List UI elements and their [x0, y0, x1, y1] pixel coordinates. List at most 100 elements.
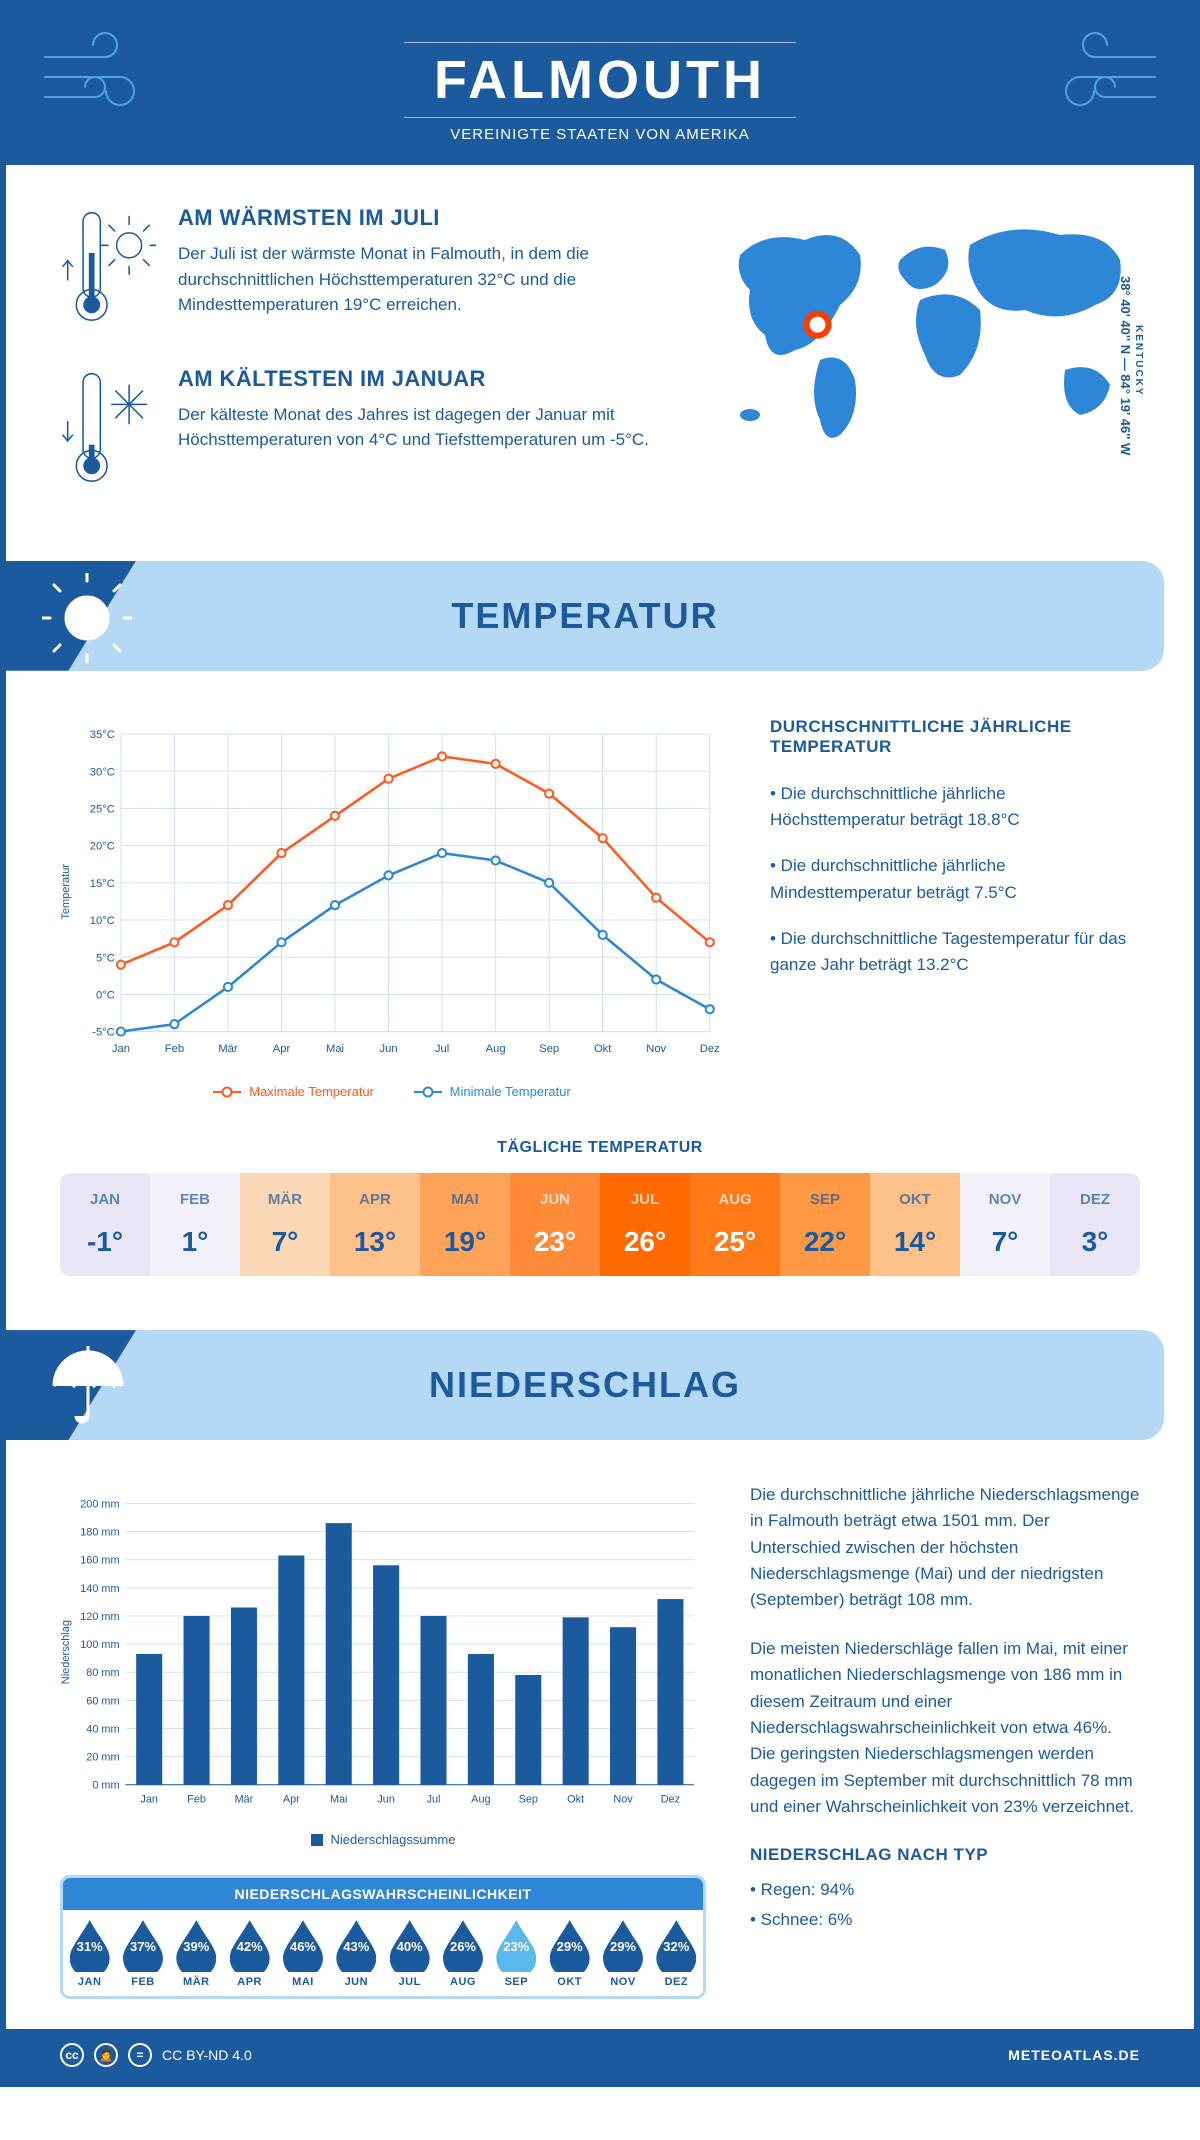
svg-text:Nov: Nov	[613, 1794, 633, 1806]
svg-text:10°C: 10°C	[90, 915, 115, 927]
daily-temp-cell: MAI19°	[420, 1173, 510, 1276]
svg-text:Aug: Aug	[486, 1043, 506, 1055]
prob-title: NIEDERSCHLAGSWAHRSCHEINLICHKEIT	[63, 1878, 703, 1910]
prob-cell: 43%JUN	[330, 1910, 383, 1996]
svg-text:140 mm: 140 mm	[80, 1583, 119, 1595]
svg-text:Jul: Jul	[435, 1043, 449, 1055]
daily-temp-cell: SEP22°	[780, 1173, 870, 1276]
daily-temp-cell: JAN-1°	[60, 1173, 150, 1276]
prob-cell: 46%MAI	[276, 1910, 329, 1996]
thermometer-cold-icon	[60, 366, 156, 491]
svg-text:Mai: Mai	[330, 1794, 348, 1806]
svg-text:Feb: Feb	[165, 1043, 184, 1055]
temperature-legend: Maximale Temperatur Minimale Temperatur	[60, 1081, 724, 1100]
svg-text:Mär: Mär	[218, 1043, 238, 1055]
page-title: FALMOUTH	[404, 42, 796, 118]
svg-text:120 mm: 120 mm	[80, 1611, 119, 1623]
coldest-block: AM KÄLTESTEN IM JANUAR Der kälteste Mona…	[60, 366, 682, 491]
svg-text:Mai: Mai	[326, 1043, 344, 1055]
precip-legend-label: Niederschlagssumme	[331, 1832, 456, 1847]
umbrella-icon	[42, 1342, 132, 1432]
prob-cell: 39%MÄR	[170, 1910, 223, 1996]
cc-icon: cc	[60, 2043, 84, 2067]
precip-para-2: Die meisten Niederschläge fallen im Mai,…	[750, 1636, 1140, 1820]
precip-y-axis-label: Niederschlag	[60, 1620, 72, 1684]
warmest-title: AM WÄRMSTEN IM JULI	[178, 205, 682, 231]
license-text: CC BY-ND 4.0	[162, 2047, 252, 2063]
svg-text:Dez: Dez	[700, 1043, 720, 1055]
svg-text:180 mm: 180 mm	[80, 1527, 119, 1539]
svg-text:160 mm: 160 mm	[80, 1555, 119, 1567]
daily-temp-cell: JUN23°	[510, 1173, 600, 1276]
svg-text:Sep: Sep	[539, 1043, 559, 1055]
footer: cc 🙍 = CC BY-ND 4.0 METEOATLAS.DE	[6, 2029, 1194, 2081]
bytype-item: • Regen: 94%	[750, 1877, 1140, 1903]
license-block: cc 🙍 = CC BY-ND 4.0	[60, 2043, 252, 2067]
daily-temp-cell: NOV7°	[960, 1173, 1050, 1276]
thermometer-hot-icon	[60, 205, 156, 330]
nd-icon: =	[128, 2043, 152, 2067]
temperature-facts: DURCHSCHNITTLICHE JÄHRLICHE TEMPERATUR •…	[770, 717, 1140, 1100]
by-icon: 🙍	[94, 2043, 118, 2067]
warmest-text: Der Juli ist der wärmste Monat in Falmou…	[178, 241, 682, 318]
precip-para-1: Die durchschnittliche jährliche Niedersc…	[750, 1482, 1140, 1614]
prob-cell: 42%APR	[223, 1910, 276, 1996]
svg-text:Apr: Apr	[283, 1794, 300, 1806]
svg-text:Okt: Okt	[567, 1794, 584, 1806]
precipitation-heading: NIEDERSCHLAG	[429, 1364, 741, 1406]
world-map-icon	[710, 205, 1140, 465]
svg-text:Feb: Feb	[187, 1794, 206, 1806]
svg-text:Apr: Apr	[273, 1043, 291, 1055]
prob-cell: 29%OKT	[543, 1910, 596, 1996]
svg-text:15°C: 15°C	[90, 878, 115, 890]
svg-text:Jul: Jul	[427, 1794, 441, 1806]
precip-bytype-title: NIEDERSCHLAG NACH TYP	[750, 1842, 1140, 1868]
svg-text:80 mm: 80 mm	[86, 1667, 119, 1679]
world-map-block: KENTUCKY 38° 40' 40'' N — 84° 19' 46'' W	[710, 205, 1140, 527]
precipitation-chart: Niederschlag 0 mm20 mm40 mm60 mm80 mm100…	[60, 1482, 706, 1822]
header: FALMOUTH VEREINIGTE STAATEN VON AMERIKA	[6, 6, 1194, 165]
svg-text:Mär: Mär	[235, 1794, 254, 1806]
temp-fact-item: • Die durchschnittliche Tagestemperatur …	[770, 926, 1140, 979]
temp-fact-item: • Die durchschnittliche jährliche Höchst…	[770, 781, 1140, 834]
coldest-title: AM KÄLTESTEN IM JANUAR	[178, 366, 682, 392]
svg-text:Aug: Aug	[471, 1794, 490, 1806]
svg-text:20 mm: 20 mm	[86, 1752, 119, 1764]
daily-temp-cell: FEB1°	[150, 1173, 240, 1276]
warmest-block: AM WÄRMSTEN IM JULI Der Juli ist der wär…	[60, 205, 682, 330]
temperature-banner: TEMPERATUR	[6, 561, 1164, 671]
prob-cell: 31%JAN	[63, 1910, 116, 1996]
temp-fact-item: • Die durchschnittliche jährliche Mindes…	[770, 853, 1140, 906]
temperature-heading: TEMPERATUR	[451, 595, 718, 637]
temperature-chart: Temperatur -5°C0°C5°C10°C15°C20°C25°C30°…	[60, 717, 724, 1100]
wind-icon	[40, 32, 150, 122]
daily-temp-cell: APR13°	[330, 1173, 420, 1276]
region-label: KENTUCKY	[1133, 205, 1144, 517]
precipitation-text: Die durchschnittliche jährliche Niedersc…	[750, 1482, 1140, 1999]
daily-temp-cell: OKT14°	[870, 1173, 960, 1276]
intro-section: AM WÄRMSTEN IM JULI Der Juli ist der wär…	[6, 165, 1194, 561]
svg-text:Dez: Dez	[661, 1794, 680, 1806]
daily-temp-title: TÄGLICHE TEMPERATUR	[60, 1139, 1140, 1157]
svg-text:100 mm: 100 mm	[80, 1639, 119, 1651]
daily-temp-table: JAN-1°FEB1°MÄR7°APR13°MAI19°JUN23°JUL26°…	[60, 1173, 1140, 1276]
svg-text:60 mm: 60 mm	[86, 1695, 119, 1707]
daily-temp-cell: AUG25°	[690, 1173, 780, 1276]
wind-icon	[1050, 32, 1160, 122]
coldest-text: Der kälteste Monat des Jahres ist dagege…	[178, 402, 682, 453]
prob-cell: 40%JUL	[383, 1910, 436, 1996]
svg-text:Jan: Jan	[112, 1043, 130, 1055]
svg-text:0 mm: 0 mm	[92, 1780, 119, 1792]
prob-cell: 37%FEB	[116, 1910, 169, 1996]
temp-facts-title: DURCHSCHNITTLICHE JÄHRLICHE TEMPERATUR	[770, 717, 1140, 757]
precipitation-probability: NIEDERSCHLAGSWAHRSCHEINLICHKEIT 31%JAN37…	[60, 1875, 706, 1999]
svg-text:0°C: 0°C	[96, 989, 115, 1001]
precipitation-legend: Niederschlagssumme	[60, 1832, 706, 1847]
prob-cell: 32%DEZ	[650, 1910, 703, 1996]
svg-text:Okt: Okt	[594, 1043, 612, 1055]
sun-icon	[42, 573, 132, 663]
prob-cell: 26%AUG	[436, 1910, 489, 1996]
prob-cell: 29%NOV	[596, 1910, 649, 1996]
max-temp-legend: Maximale Temperatur	[249, 1084, 374, 1099]
svg-text:20°C: 20°C	[90, 840, 115, 852]
